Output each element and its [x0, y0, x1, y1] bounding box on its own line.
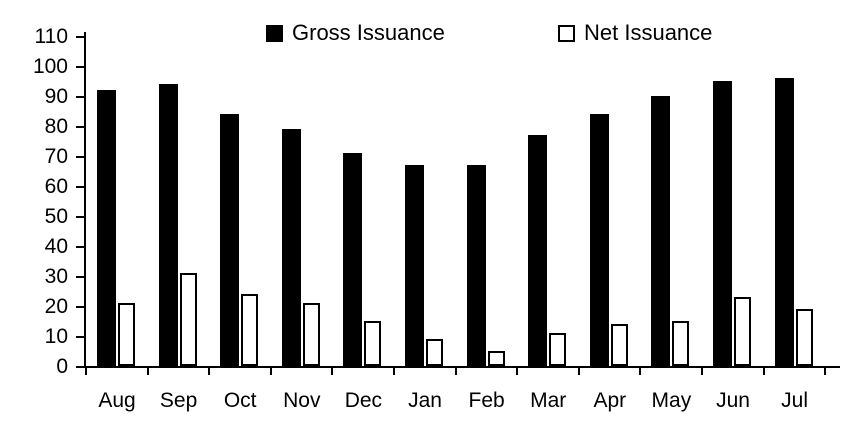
y-axis-tick — [76, 246, 86, 248]
bar-gross-apr — [589, 114, 609, 366]
x-axis-tick — [146, 366, 149, 375]
y-axis-tick-label: 100 — [32, 55, 68, 78]
y-axis-tick — [76, 66, 86, 68]
y-axis-tick — [76, 276, 86, 278]
y-axis-tick-label: 80 — [44, 115, 68, 138]
legend-label-gross: Gross Issuance — [292, 20, 445, 45]
y-axis-tick — [76, 306, 86, 308]
x-axis-line — [84, 366, 840, 368]
bar-net-dec — [364, 321, 382, 366]
x-axis-label-jul: Jul — [781, 389, 809, 412]
y-axis-tick — [76, 96, 86, 98]
bar-gross-jul — [774, 78, 794, 366]
bar-net-oct — [241, 294, 259, 366]
bar-gross-feb — [466, 165, 486, 366]
x-axis-tick — [393, 366, 395, 375]
x-axis-label-oct: Oct — [223, 389, 257, 412]
y-axis-tick-label: 110 — [34, 25, 68, 48]
y-axis-tick — [76, 336, 86, 338]
bar-net-aug — [118, 303, 135, 366]
y-axis-tick — [76, 156, 86, 158]
x-axis-tick — [269, 366, 272, 375]
x-axis-tick — [454, 366, 457, 375]
bar-net-jul — [795, 309, 813, 366]
x-axis-label-may: May — [651, 389, 692, 412]
y-axis-tick — [76, 216, 86, 218]
bar-gross-nov — [281, 129, 301, 366]
x-axis-label-feb: Feb — [468, 389, 505, 412]
bar-net-mar — [549, 333, 567, 366]
x-axis-tick — [208, 366, 211, 375]
y-axis-tick-label: 50 — [44, 205, 68, 228]
bar-gross-sep — [158, 84, 178, 366]
bar-gross-aug — [97, 90, 116, 366]
bar-gross-jan — [405, 165, 424, 366]
y-axis-tick-label: 30 — [44, 265, 68, 288]
x-axis-tick — [762, 366, 765, 375]
x-axis-label-aug: Aug — [98, 389, 136, 412]
bar-net-feb — [487, 351, 505, 366]
y-axis-tick — [76, 36, 86, 38]
y-axis-line — [84, 32, 86, 368]
x-axis-label-sep: Sep — [159, 389, 198, 412]
y-axis-tick-label: 10 — [44, 325, 68, 348]
x-axis-tick — [639, 366, 642, 375]
x-axis-tick — [516, 366, 519, 375]
bar-net-jan — [426, 339, 443, 366]
bar-net-may — [672, 321, 690, 366]
x-axis-tick — [85, 366, 87, 375]
y-axis-tick-label: 20 — [44, 295, 68, 318]
bar-net-jun — [734, 297, 751, 366]
bar-net-sep — [179, 273, 197, 366]
bar-gross-dec — [343, 153, 363, 366]
x-axis-label-nov: Nov — [283, 389, 321, 412]
y-axis-tick-label: 40 — [44, 235, 68, 258]
x-axis-tick — [701, 366, 703, 375]
y-axis-tick-label: 70 — [44, 145, 68, 168]
legend-item-net: Net Issuance — [558, 22, 712, 44]
x-axis-label-jan: Jan — [408, 389, 442, 412]
x-axis-label-dec: Dec — [344, 389, 383, 412]
x-axis-tick — [824, 366, 827, 375]
x-axis-label-mar: Mar — [530, 389, 567, 412]
legend-label-net: Net Issuance — [584, 20, 713, 45]
y-axis-tick-label: 0 — [56, 355, 68, 378]
gross-issuance-swatch-icon — [266, 24, 283, 42]
x-axis-tick — [331, 366, 334, 375]
x-axis-label-jun: Jun — [716, 389, 750, 412]
bar-gross-jun — [713, 81, 732, 366]
y-axis-tick — [76, 366, 86, 368]
x-axis-tick — [577, 366, 580, 375]
y-axis-tick — [76, 126, 86, 128]
net-issuance-swatch-icon — [558, 24, 575, 42]
bar-gross-mar — [528, 135, 548, 366]
y-axis-tick-label: 60 — [44, 175, 68, 198]
bar-gross-may — [651, 96, 671, 366]
bar-net-apr — [610, 324, 628, 366]
legend-item-gross: Gross Issuance — [266, 22, 445, 44]
x-axis-label-apr: Apr — [593, 389, 627, 412]
y-axis-tick-label: 90 — [44, 85, 68, 108]
bar-gross-oct — [220, 114, 240, 366]
bar-net-nov — [302, 303, 320, 366]
y-axis-tick — [76, 186, 86, 188]
